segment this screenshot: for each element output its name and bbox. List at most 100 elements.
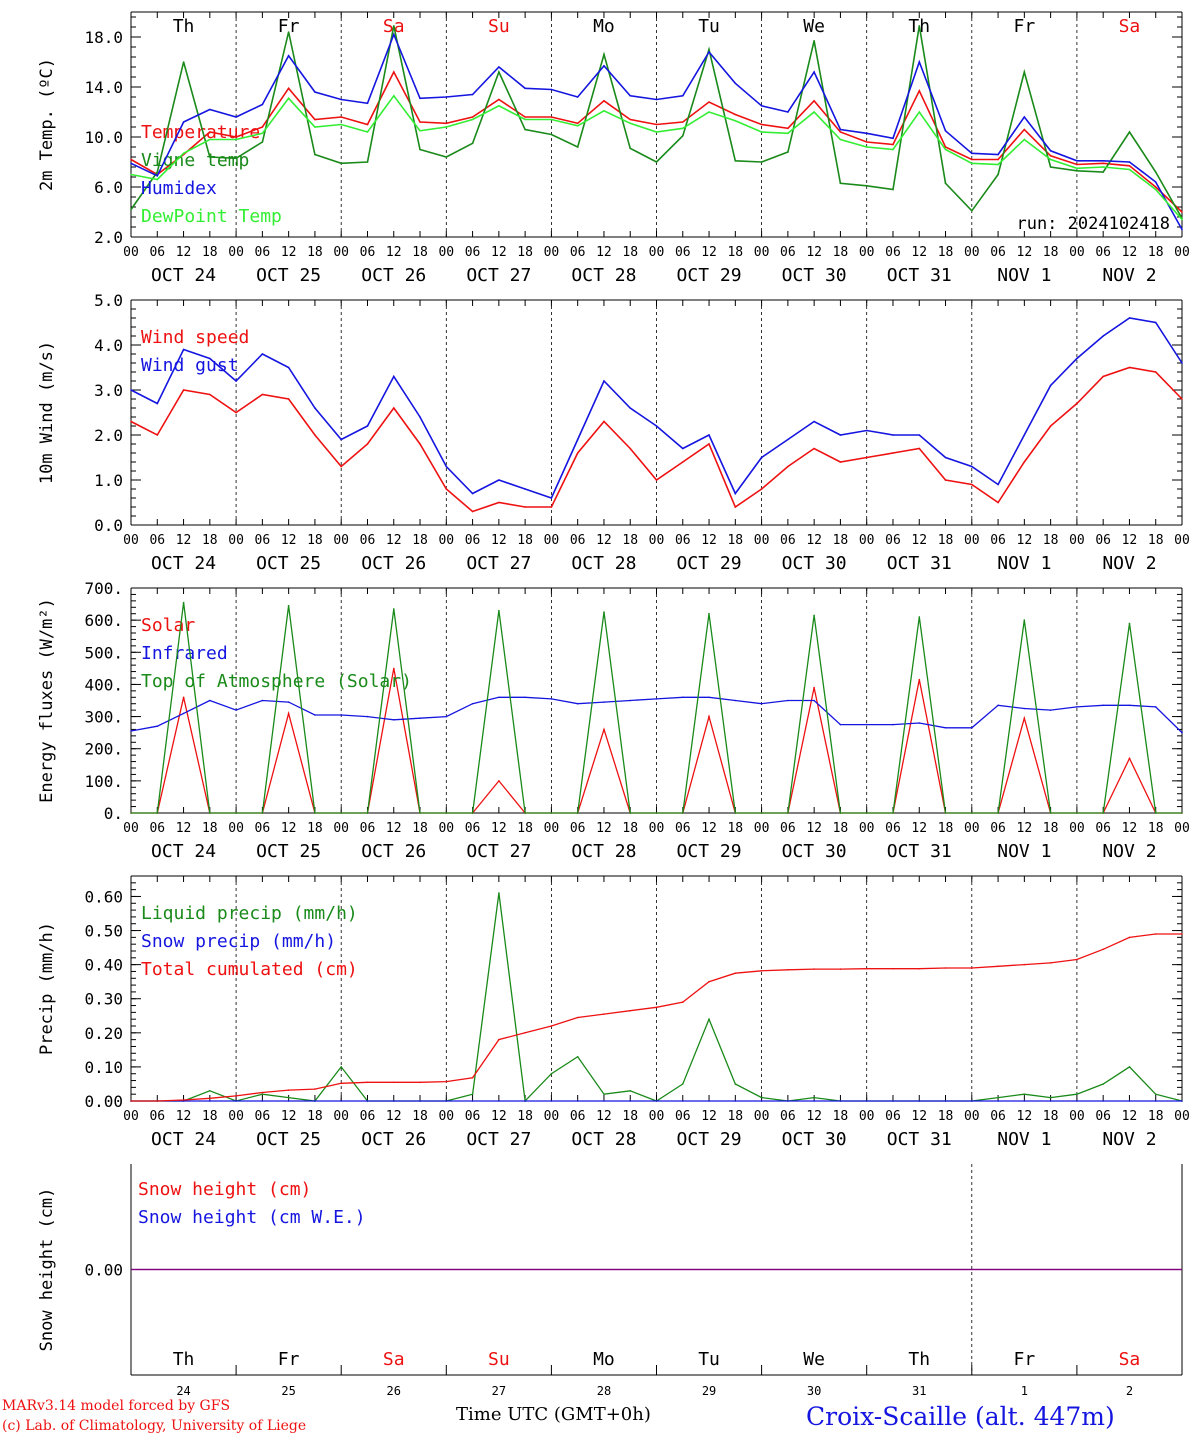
data-point — [944, 148, 947, 151]
hour-tick-label: 18 — [307, 1109, 323, 1124]
hour-tick-label: 06 — [360, 533, 376, 548]
y-tick-label: 0. — [104, 804, 123, 823]
legend-entry: Wind speed — [141, 327, 249, 348]
data-point — [550, 698, 553, 700]
data-point — [1128, 168, 1131, 171]
data-point — [813, 71, 815, 73]
hour-tick-label: 00 — [649, 821, 665, 836]
data-point — [997, 812, 999, 814]
data-point — [130, 389, 132, 391]
panel-5: 0.00 24 25 26 27 28 29 30 31 1 2 Th Fr Sa Su Mo Tu We Th Fr… — [37, 1164, 1183, 1398]
data-point — [524, 1100, 526, 1102]
legend-entry: Top of Atmosphere (Solar) — [141, 671, 412, 692]
weekday-label: Fr — [278, 1349, 300, 1370]
data-point — [340, 438, 343, 441]
data-point — [1102, 948, 1104, 951]
data-point — [734, 506, 737, 508]
data-point — [813, 40, 815, 42]
data-point — [1181, 398, 1183, 400]
weekday-label: Sa — [1119, 1349, 1141, 1370]
hour-tick-label: 18 — [833, 245, 849, 260]
hour-tick-label: 18 — [833, 821, 849, 836]
data-point — [944, 812, 947, 814]
hour-tick-label: 12 — [911, 245, 927, 260]
y-axis-label: Energy fluxes (W/m²) — [37, 598, 57, 803]
data-point — [340, 116, 343, 118]
data-point — [576, 1016, 579, 1019]
data-point — [314, 118, 316, 121]
data-point — [629, 95, 631, 97]
weekday-label: Sa — [383, 1349, 405, 1370]
hour-tick-label: 12 — [1122, 245, 1138, 260]
data-point — [261, 1100, 264, 1102]
hour-tick-label: 18 — [202, 1109, 218, 1124]
data-point — [261, 103, 264, 106]
hour-tick-label: 12 — [1017, 1109, 1033, 1124]
date-label: OCT 29 — [677, 553, 742, 574]
hour-tick-label: 06 — [149, 821, 165, 836]
data-point — [734, 1083, 737, 1085]
data-point — [839, 131, 842, 133]
data-point — [1076, 357, 1078, 360]
hour-tick-label: 12 — [176, 821, 192, 836]
hour-tick-label: 06 — [465, 1109, 481, 1124]
hour-tick-label: 12 — [1122, 533, 1138, 548]
data-point — [366, 1100, 369, 1102]
data-point — [682, 447, 684, 450]
data-point — [813, 1100, 815, 1102]
data-point — [971, 727, 973, 729]
data-point — [944, 1100, 947, 1102]
data-point — [682, 95, 684, 97]
data-point — [1128, 317, 1131, 319]
data-point — [1181, 731, 1183, 734]
hour-tick-label: 00 — [544, 533, 560, 548]
hour-tick-label: 00 — [1069, 245, 1085, 260]
data-point — [287, 55, 290, 57]
data-point — [261, 812, 264, 814]
data-point — [471, 702, 474, 705]
hour-tick-label: 06 — [255, 1109, 271, 1124]
data-point — [156, 812, 159, 814]
data-point — [524, 87, 526, 90]
y-tick-label: 0.20 — [84, 1024, 123, 1043]
hour-tick-label: 12 — [1122, 821, 1138, 836]
hour-tick-label: 12 — [491, 1109, 507, 1124]
data-point — [235, 1100, 237, 1102]
data-point — [839, 968, 842, 970]
hour-tick-label: 00 — [333, 1109, 349, 1124]
y-tick-label: 600. — [84, 611, 123, 630]
weekday-label: Sa — [1119, 16, 1141, 37]
data-point — [760, 970, 763, 972]
hour-tick-label: 06 — [570, 245, 586, 260]
data-point — [603, 53, 605, 56]
data-point — [708, 111, 710, 113]
data-point — [1102, 375, 1104, 378]
y-axis-label: 2m Temp. (ºC) — [37, 58, 57, 191]
data-point — [734, 699, 737, 702]
station-label: Croix-Scaille (alt. 447m) — [806, 1402, 1115, 1431]
y-tick-label: 0.10 — [84, 1058, 123, 1077]
date-label: OCT 30 — [782, 553, 847, 574]
data-point — [182, 152, 185, 155]
data-point — [419, 1100, 421, 1102]
legend-entry: Vigne temp — [141, 150, 249, 171]
hour-tick-label: 00 — [123, 533, 139, 548]
data-point — [209, 699, 211, 702]
legend-entry: Infrared — [141, 643, 228, 664]
data-point — [550, 116, 553, 118]
data-point — [1076, 706, 1078, 708]
data-point — [813, 614, 815, 617]
data-point — [1181, 362, 1183, 364]
footer-credit-1: MARv3.14 model forced by GFS — [2, 1398, 231, 1414]
data-point — [813, 100, 815, 102]
data-point — [524, 116, 526, 118]
data-point — [156, 1100, 159, 1102]
data-point — [287, 87, 290, 90]
data-point — [1181, 211, 1183, 213]
hour-tick-label: 06 — [780, 533, 796, 548]
data-point — [340, 465, 343, 468]
data-point — [498, 609, 500, 612]
data-point — [314, 126, 316, 128]
data-point — [1049, 1100, 1052, 1102]
hour-tick-label: 12 — [596, 1109, 612, 1124]
